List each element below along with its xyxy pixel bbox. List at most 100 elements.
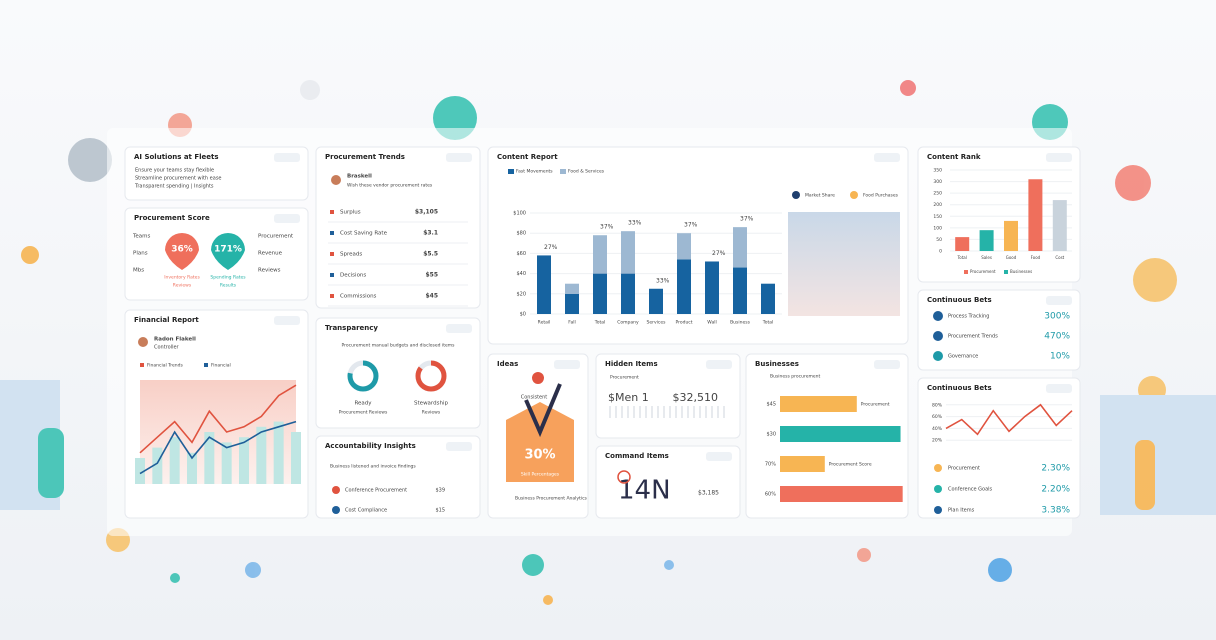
bar xyxy=(135,458,145,484)
card xyxy=(315,146,481,309)
label: 37% xyxy=(740,216,754,223)
share-button xyxy=(274,153,300,162)
share-button xyxy=(1046,153,1072,162)
label: Reviews xyxy=(258,268,281,274)
card-title: Procurement Trends xyxy=(325,153,405,161)
bar xyxy=(593,273,607,314)
x-tick-label: Wall xyxy=(707,320,716,326)
label: Stewardship xyxy=(414,401,448,407)
label: Financial xyxy=(211,363,231,369)
label: Food Purchases xyxy=(863,193,899,199)
label: Procurement xyxy=(948,466,980,472)
share-button xyxy=(874,360,900,369)
marker xyxy=(792,191,800,199)
label: Wish these vendor procurement rates xyxy=(347,183,433,189)
share-button xyxy=(1046,296,1072,305)
label: Teams xyxy=(132,234,151,240)
label: Procurement Score xyxy=(829,462,872,468)
bar xyxy=(955,237,970,251)
bar xyxy=(565,283,579,294)
y-tick-label: 250 xyxy=(933,191,942,197)
card-title: Businesses xyxy=(755,360,799,368)
y-tick-label: 0 xyxy=(939,249,942,255)
bar xyxy=(677,233,691,260)
legend-swatch xyxy=(508,169,514,174)
bar xyxy=(1052,200,1067,251)
label: Transparent spending | Insights xyxy=(134,184,214,190)
label: Results xyxy=(220,283,237,289)
legend-swatch xyxy=(204,363,208,367)
bar xyxy=(1004,220,1018,251)
y-tick-label: 40% xyxy=(932,426,943,432)
donut xyxy=(347,360,379,392)
card-title: Financial Report xyxy=(134,316,199,324)
share-button xyxy=(874,153,900,162)
y-tick-label: 200 xyxy=(933,202,942,208)
label: $45 xyxy=(425,293,438,300)
row-icon xyxy=(933,311,943,321)
card-title: Ideas xyxy=(497,360,518,368)
x-tick-label: Total xyxy=(762,320,774,326)
label: 171% xyxy=(214,245,242,255)
row-icon xyxy=(332,506,340,514)
row-icon xyxy=(934,506,942,514)
label: 33% xyxy=(656,277,670,284)
y-tick-label: 80% xyxy=(932,402,943,408)
x-tick-label: Company xyxy=(617,320,639,326)
card-title: Procurement Score xyxy=(134,214,210,222)
marker xyxy=(850,191,858,199)
label: Reviews xyxy=(422,410,441,416)
label: Process Tracking xyxy=(948,314,989,320)
card-title: Content Report xyxy=(497,153,558,161)
label: 470% xyxy=(1044,332,1070,342)
line xyxy=(139,384,297,454)
x-tick-label: Business xyxy=(730,320,750,326)
label: 33% xyxy=(628,220,642,227)
card xyxy=(124,146,309,201)
label: $39 xyxy=(435,488,445,494)
y-tick-label: $80 xyxy=(516,231,526,237)
label: 36% xyxy=(171,245,193,255)
bar xyxy=(780,486,903,502)
row-icon xyxy=(330,252,334,256)
y-tick-label: 350 xyxy=(933,168,942,174)
share-button xyxy=(1046,384,1072,393)
bar xyxy=(152,447,163,484)
bar xyxy=(593,235,607,274)
label: Ready xyxy=(354,401,372,407)
label: 14N xyxy=(618,476,671,506)
label: $5.5 xyxy=(423,251,438,258)
share-button xyxy=(706,452,732,461)
x-tick-label: Product xyxy=(675,320,692,326)
card-title: Accountability Insights xyxy=(325,442,416,450)
y-tick-label: $0 xyxy=(520,312,526,318)
bar xyxy=(537,255,551,314)
legend-swatch xyxy=(140,363,144,367)
card-title: Transparency xyxy=(325,324,378,332)
avatar xyxy=(138,337,148,347)
city-image xyxy=(788,212,900,316)
avatar xyxy=(532,372,544,384)
label: 2.30% xyxy=(1041,464,1070,474)
card-title: Continuous Bets xyxy=(927,384,992,392)
label: Plans xyxy=(133,251,148,257)
label: Spreads xyxy=(340,252,362,258)
bar xyxy=(291,432,301,484)
label: $32,510 xyxy=(673,391,719,404)
bar xyxy=(169,437,180,484)
label: Conference Procurement xyxy=(345,488,407,494)
row-icon xyxy=(330,231,334,235)
bar xyxy=(677,259,691,314)
label: Cost Compliance xyxy=(345,508,387,514)
label: $3.1 xyxy=(423,230,438,237)
share-button xyxy=(554,360,580,369)
bar xyxy=(621,231,635,274)
share-button xyxy=(274,316,300,325)
bar xyxy=(979,230,994,251)
y-tick-label: 100 xyxy=(933,225,942,231)
label: Financial Trends xyxy=(147,363,183,369)
label: Procurement xyxy=(861,402,890,408)
badge xyxy=(617,470,631,484)
card xyxy=(315,317,481,429)
